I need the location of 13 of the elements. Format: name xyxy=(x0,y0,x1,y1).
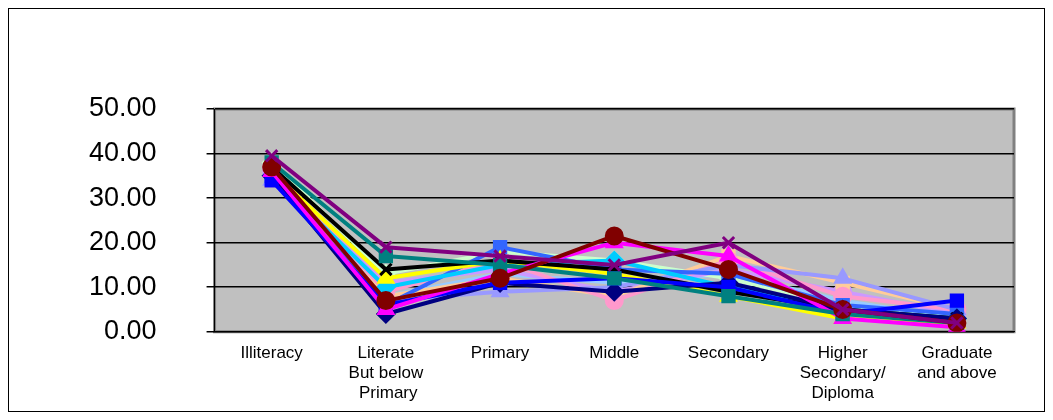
x-tick-label: Higher Secondary/ Diploma xyxy=(799,342,886,403)
x-tick-label: Primary xyxy=(470,342,530,362)
x-tick-label: Graduate and above xyxy=(917,342,997,383)
y-tick-label: 30.00 xyxy=(88,181,157,212)
y-tick-label: 10.00 xyxy=(88,270,157,301)
y-tick-label: 0.00 xyxy=(104,315,157,346)
y-tick-label: 50.00 xyxy=(88,92,157,123)
x-tick-label: Literate But below Primary xyxy=(348,342,424,403)
x-tick-label: Illiteracy xyxy=(240,342,304,362)
y-tick-label: 40.00 xyxy=(88,137,157,168)
y-tick-label: 20.00 xyxy=(88,226,157,257)
x-tick-label: Middle xyxy=(589,342,640,362)
x-tick-label: Secondary xyxy=(687,342,770,362)
